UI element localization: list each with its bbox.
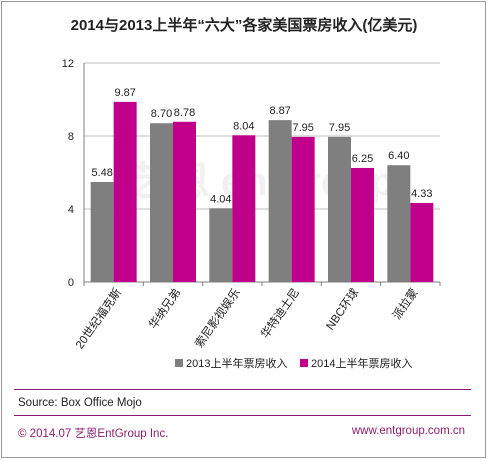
bar: [150, 123, 173, 282]
y-tick-label: 4: [68, 204, 74, 216]
data-label: 7.95: [329, 122, 350, 134]
bar: [410, 202, 434, 282]
x-category-label: 派拉蒙: [390, 286, 421, 322]
bar: [291, 136, 315, 282]
data-label: 8.04: [233, 120, 254, 132]
bar: [90, 181, 114, 282]
x-category-label: 索尼影视娱乐: [192, 285, 243, 350]
bar: [232, 135, 256, 282]
bottom-divider: [14, 415, 471, 416]
data-label: 8.87: [269, 105, 290, 117]
data-label: 6.40: [388, 150, 409, 162]
data-label: 6.25: [352, 153, 373, 165]
y-tick-label: 12: [62, 58, 74, 70]
x-category-label: 华纳兄弟: [146, 286, 184, 332]
data-label: 9.87: [114, 87, 135, 99]
bar: [351, 167, 374, 282]
bar: [113, 101, 137, 282]
website-link[interactable]: www.entgroup.com.cn: [351, 425, 465, 437]
legend-label: 2013上半年票房收入: [186, 356, 287, 370]
bar: [209, 208, 233, 282]
y-tick-label: 8: [68, 131, 74, 143]
x-category-label: NBC环球: [323, 285, 362, 332]
legend-label: 2014上半年票房收入: [311, 356, 412, 370]
bar: [328, 136, 351, 282]
copyright-text: © 2014.07 艺恩EntGroup Inc.: [18, 428, 169, 440]
data-label: 5.48: [91, 167, 112, 179]
y-tick-label: 0: [68, 277, 74, 289]
source-note: Source: Box Office Mojo: [18, 397, 142, 409]
legend-swatch: [300, 359, 308, 367]
data-label: 8.70: [151, 108, 172, 120]
bar: [173, 121, 196, 282]
chart-title: 2014与2013上半年“六大”各家美国票房收入(亿美元): [71, 16, 418, 34]
top-divider: [14, 389, 471, 390]
data-label: 4.33: [411, 188, 432, 200]
data-label: 7.95: [292, 122, 313, 134]
x-category-label: 华特迪士尼: [258, 286, 302, 341]
x-category-label: 20世纪福克斯: [72, 285, 124, 351]
data-label: 8.78: [174, 107, 195, 119]
data-label: 4.04: [210, 193, 231, 205]
bar: [268, 120, 292, 282]
legend-swatch: [175, 359, 183, 367]
bar: [387, 165, 411, 282]
